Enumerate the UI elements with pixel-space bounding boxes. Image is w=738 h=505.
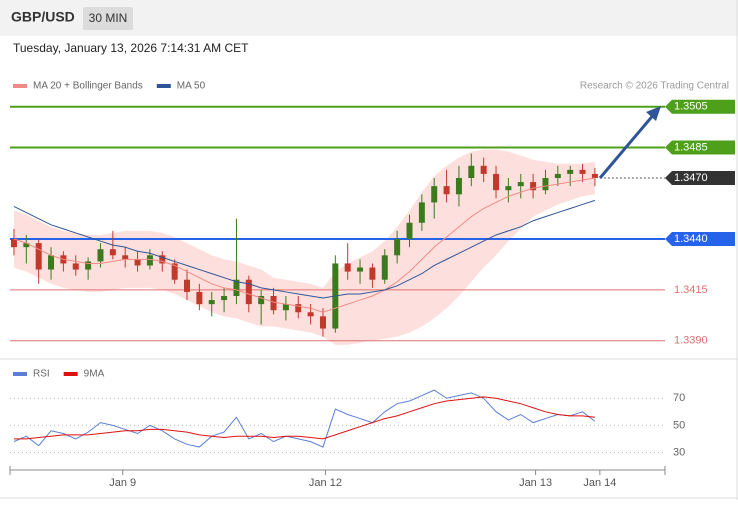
level-badge <box>665 171 735 185</box>
candle-body <box>171 263 178 280</box>
candle-body <box>295 304 302 313</box>
legend-swatch <box>13 84 27 88</box>
candle-body <box>418 202 425 223</box>
level-label: 1.3485 <box>674 141 708 153</box>
candle-body <box>85 261 92 270</box>
candle-body <box>258 296 265 305</box>
candle-body <box>357 267 364 272</box>
candle-body <box>542 178 549 191</box>
candle-body <box>530 182 537 191</box>
candle-body <box>493 173 500 191</box>
x-tick-label: Jan 13 <box>519 477 552 489</box>
x-tick-label: Jan 14 <box>583 477 616 489</box>
legend-swatch <box>156 84 171 88</box>
level-label: 1.3470 <box>674 172 708 184</box>
legend-swatch <box>63 372 78 376</box>
candle-body <box>35 243 42 270</box>
level-label: 1.3440 <box>674 233 708 245</box>
legend-label: MA 50 <box>177 81 206 92</box>
candle-body <box>134 259 141 266</box>
candle-body <box>97 249 104 262</box>
legend-swatch <box>13 372 27 376</box>
candle-body <box>122 255 129 260</box>
candle-body <box>48 255 55 270</box>
candle-body <box>184 279 191 292</box>
ma-line <box>13 177 595 313</box>
level-label: 1.3390 <box>674 335 708 347</box>
level-label: 1.3505 <box>674 101 708 113</box>
arrow-head <box>646 106 661 121</box>
candle-body <box>480 165 487 174</box>
candle-body <box>196 291 203 305</box>
forecast-arrow <box>598 112 657 179</box>
candle-body <box>208 300 215 305</box>
candle-body <box>245 279 252 305</box>
candle-body <box>579 169 586 174</box>
candle-body <box>307 312 314 317</box>
candle-body <box>554 173 561 178</box>
level-badge <box>665 232 735 247</box>
candle-body <box>431 186 438 203</box>
candle-body <box>221 296 228 301</box>
level-badge <box>665 140 735 155</box>
x-tick-label: Jan 12 <box>309 477 342 489</box>
candle-body <box>517 182 524 187</box>
legend-label: 9MA <box>84 369 105 380</box>
candle-body <box>468 165 475 178</box>
y-tick-label: 50 <box>673 419 685 431</box>
candle-body <box>23 243 30 248</box>
candle-body <box>233 279 240 296</box>
symbol: GBP/USD <box>11 9 75 25</box>
candle-body <box>109 249 116 256</box>
candle-body <box>406 222 413 240</box>
candle-body <box>567 169 574 174</box>
candle-body <box>344 263 351 272</box>
candle-body <box>394 239 401 256</box>
indicator-line <box>13 396 595 440</box>
timestamp: Tuesday, January 13, 2026 7:14:31 AM CET <box>13 41 249 55</box>
candle-body <box>159 255 166 264</box>
indicator-line <box>13 389 596 448</box>
candle-body <box>319 316 326 329</box>
ma-line <box>13 199 596 299</box>
level-badge <box>665 99 735 114</box>
candle-body <box>369 267 376 280</box>
legend-label: RSI <box>33 369 50 380</box>
candle-body <box>282 304 289 311</box>
candle-body <box>591 173 598 178</box>
candle-body <box>455 178 462 195</box>
timeframe-box <box>83 7 133 30</box>
candle-body <box>381 255 388 280</box>
timeframe: 30 MIN <box>89 11 128 25</box>
y-tick-label: 30 <box>673 446 685 458</box>
y-tick-label: 70 <box>673 392 685 404</box>
level-label: 1.3415 <box>674 284 708 296</box>
candle-body <box>443 186 450 195</box>
candle-body <box>270 296 277 311</box>
candle-body <box>10 239 17 248</box>
bollinger-band <box>13 149 595 345</box>
candle-body <box>72 263 79 270</box>
x-tick-label: Jan 9 <box>109 477 136 489</box>
legend-label: MA 20 + Bollinger Bands <box>33 81 143 92</box>
candle-body <box>505 186 512 191</box>
source: Research © 2026 Trading Central <box>580 81 729 92</box>
candle-body <box>146 255 153 266</box>
